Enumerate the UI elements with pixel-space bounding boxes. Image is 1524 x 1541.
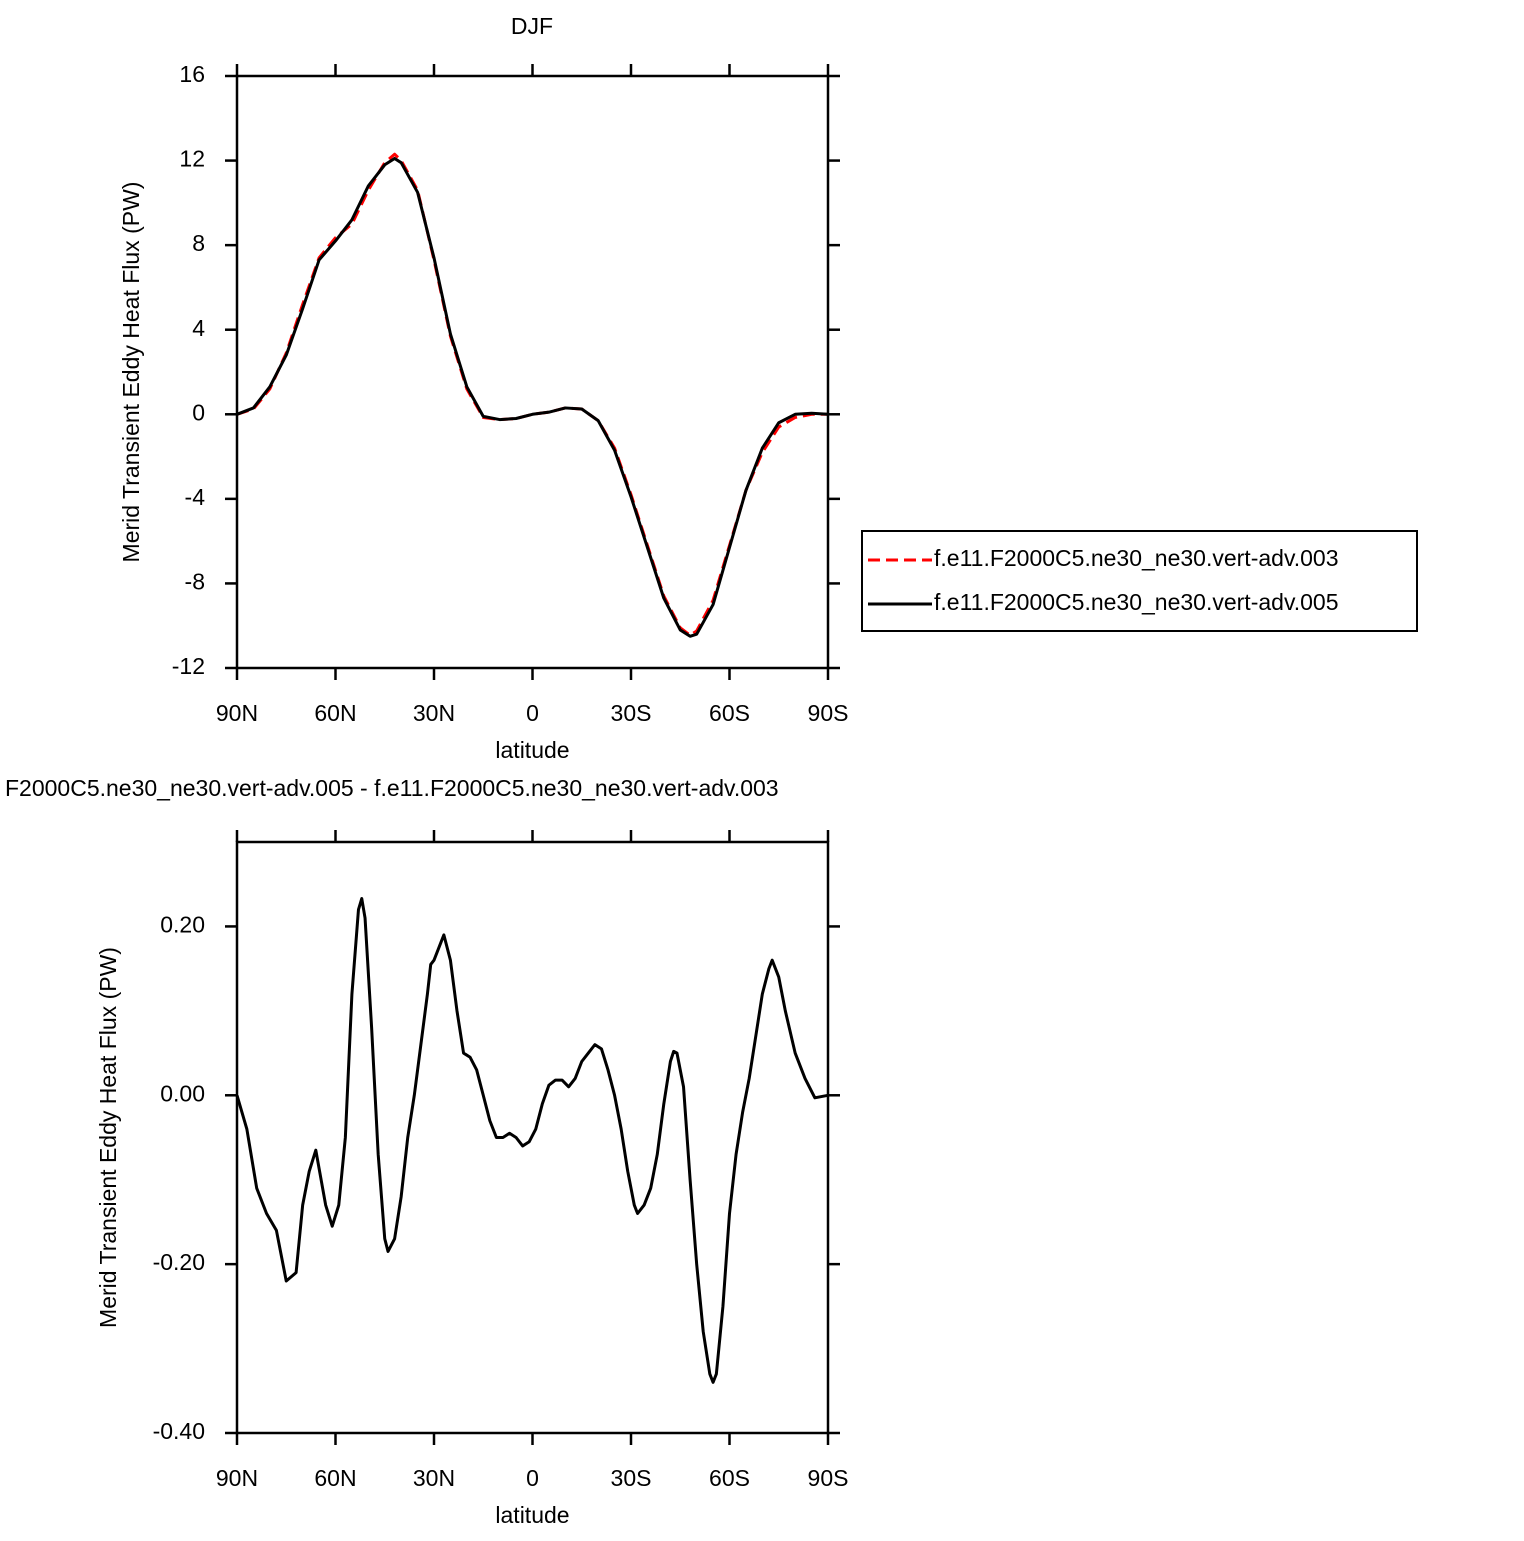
x-tick-label: 0: [526, 700, 539, 726]
y-tick-label: 0.20: [160, 912, 205, 938]
y-tick-label: -0.20: [153, 1249, 205, 1275]
data-line: [236, 152, 828, 637]
x-tick-label: 30N: [413, 700, 455, 726]
x-tick-label: 30S: [611, 1465, 652, 1491]
x-tick-label: 30N: [413, 1465, 455, 1491]
legend-label: f.e11.F2000C5.ne30_ne30.vert-adv.005: [934, 589, 1339, 615]
y-axis-label: Merid Transient Eddy Heat Flux (PW): [95, 947, 121, 1328]
y-tick-label: 16: [179, 61, 205, 87]
plot-frame: [235, 74, 830, 670]
x-tick-label: 90N: [216, 1465, 258, 1491]
x-axis-label: latitude: [495, 1502, 569, 1528]
x-tick-label: 60N: [314, 700, 356, 726]
y-axis-label: Merid Transient Eddy Heat Flux (PW): [118, 182, 144, 563]
y-tick-label: -0.40: [153, 1418, 205, 1444]
y-tick-label: 12: [179, 146, 205, 172]
x-tick-label: 90N: [216, 700, 258, 726]
x-tick-label: 0: [526, 1465, 539, 1491]
x-axis-label: latitude: [495, 737, 569, 763]
y-tick-label: -4: [185, 484, 206, 510]
x-tick-label: 30S: [611, 700, 652, 726]
chart-title: DJF: [511, 13, 553, 39]
x-tick-label: 60N: [314, 1465, 356, 1491]
y-tick-label: 8: [192, 230, 205, 256]
x-tick-label: 90S: [808, 1465, 849, 1491]
x-tick-label: 90S: [808, 700, 849, 726]
x-tick-label: 60S: [709, 700, 750, 726]
plot-frame: [235, 840, 830, 1435]
legend-label: f.e11.F2000C5.ne30_ne30.vert-adv.003: [934, 545, 1339, 571]
y-tick-label: 0: [192, 399, 205, 425]
chart-title: F2000C5.ne30_ne30.vert-adv.005 - f.e11.F…: [5, 775, 779, 801]
data-line: [235, 897, 829, 1384]
y-tick-label: 4: [192, 315, 205, 341]
data-line: [236, 156, 829, 638]
y-tick-label: -12: [172, 653, 205, 679]
legend-box: [861, 530, 1418, 632]
y-tick-label: 0.00: [160, 1080, 205, 1106]
y-tick-label: -8: [185, 569, 205, 595]
x-tick-label: 60S: [709, 1465, 750, 1491]
